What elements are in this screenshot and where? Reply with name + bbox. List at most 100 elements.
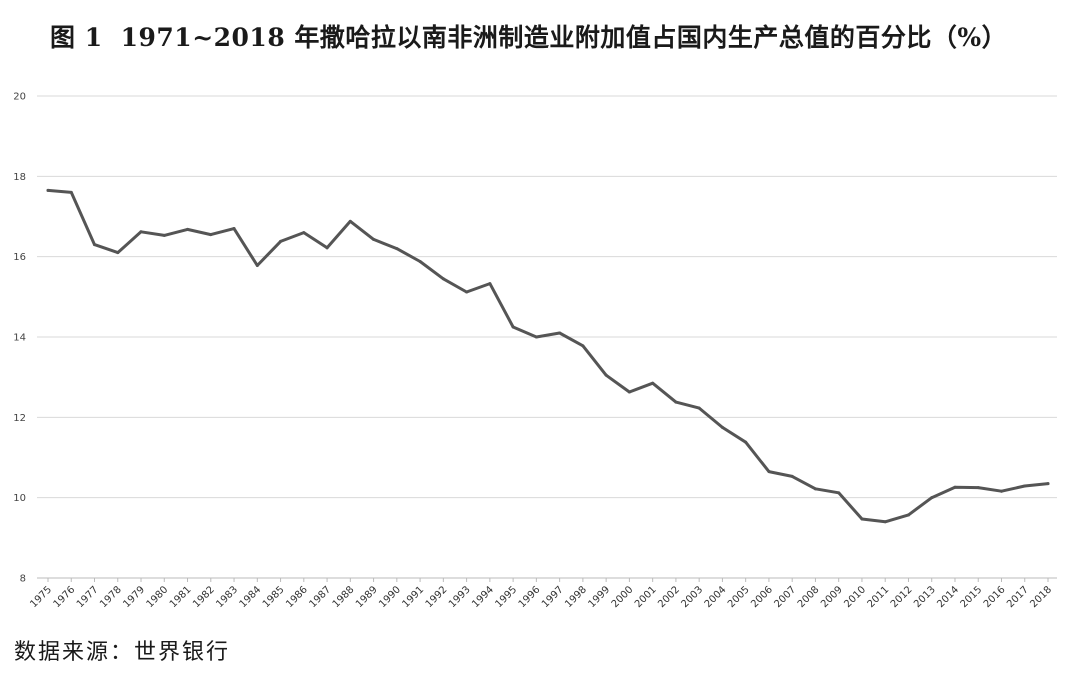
x-tick-label: 1982	[191, 584, 217, 610]
x-tick-label: 2002	[656, 584, 682, 610]
data-point	[790, 474, 794, 478]
x-tick-label: 1994	[470, 584, 496, 610]
data-point	[69, 190, 73, 194]
data-point	[1023, 484, 1027, 488]
x-tick-label: 1975	[28, 584, 54, 610]
x-tick-label: 1988	[331, 584, 357, 610]
data-point	[930, 496, 934, 500]
x-tick-label: 1998	[563, 584, 589, 610]
x-tick-label: 1997	[540, 584, 566, 610]
chart-title: 图 1 1971~2018 年撒哈拉以南非洲制造业附加值占国内生产总值的百分比（%…	[50, 18, 1070, 54]
x-tick-label: 2000	[610, 584, 636, 610]
x-tick-label: 2018	[1028, 584, 1054, 610]
data-point	[372, 237, 376, 241]
data-point	[604, 373, 608, 377]
data-point	[976, 486, 980, 490]
x-tick-label: 1995	[493, 584, 519, 610]
data-point	[837, 491, 841, 495]
data-point	[279, 239, 283, 243]
x-tick-label: 2012	[889, 584, 915, 610]
x-tick-label: 1979	[121, 584, 147, 610]
data-point	[1046, 482, 1050, 486]
x-tick-label: 1980	[145, 584, 171, 610]
data-point	[511, 325, 515, 329]
x-tick-label: 1985	[261, 584, 287, 610]
series-line	[46, 188, 1050, 524]
x-tick-label: 2013	[912, 584, 938, 610]
x-tick-label: 1989	[354, 584, 380, 610]
x-tick-label: 1978	[98, 584, 124, 610]
data-point	[395, 247, 399, 251]
title-text: 1971~2018 年撒哈拉以南非洲制造业附加值占国内生产总值的百分比（%）	[120, 23, 1008, 52]
y-tick-label: 16	[13, 252, 26, 263]
figure-label: 图 1	[50, 23, 103, 52]
x-tick-label: 1983	[214, 584, 240, 610]
x-tick-label: 2005	[726, 584, 752, 610]
y-tick-label: 14	[13, 333, 26, 344]
data-point	[744, 440, 748, 444]
series-polyline	[46, 188, 1050, 524]
x-tick-label: 2015	[959, 584, 985, 610]
data-point	[860, 517, 864, 521]
y-tick-label: 20	[13, 92, 26, 103]
x-tick-label: 2011	[866, 584, 892, 610]
data-point	[302, 231, 306, 235]
data-point	[46, 188, 50, 192]
y-tick-label: 18	[13, 172, 26, 183]
x-tick-label: 1986	[284, 584, 310, 610]
line-chart: 8 10 12 14 16 18 20 19751976197719781979198019…	[13, 92, 1057, 610]
data-point	[186, 227, 190, 231]
data-point	[697, 406, 701, 410]
x-tick-label: 1992	[424, 584, 450, 610]
data-point	[720, 425, 724, 429]
x-tick-label: 1991	[400, 584, 426, 610]
data-point	[558, 331, 562, 335]
data-point	[162, 233, 166, 237]
x-tick-label: 1984	[238, 584, 264, 610]
data-point	[116, 251, 120, 255]
data-point	[209, 233, 213, 237]
x-tick-label: 1993	[447, 584, 473, 610]
data-point	[999, 489, 1003, 493]
x-tick-label: 2004	[703, 584, 729, 610]
data-point	[813, 487, 817, 491]
data-point	[93, 243, 97, 247]
y-axis-ticks: 8 10 12 14 16 18 20	[13, 92, 26, 585]
data-point	[325, 246, 329, 250]
x-tick-label: 2003	[680, 584, 706, 610]
x-tick-label: 2016	[982, 584, 1008, 610]
x-tick-label: 1990	[377, 584, 403, 610]
x-tick-label: 1996	[517, 584, 543, 610]
data-point	[767, 470, 771, 474]
data-point	[534, 335, 538, 339]
data-point	[232, 227, 236, 231]
data-point	[581, 344, 585, 348]
x-tick-label: 2006	[749, 584, 775, 610]
data-point	[465, 290, 469, 294]
data-point	[906, 513, 910, 517]
x-tick-label: 1999	[586, 584, 612, 610]
x-tick-label: 2001	[633, 584, 659, 610]
y-tick-label: 10	[13, 493, 26, 504]
x-tick-label: 1987	[307, 584, 333, 610]
data-point	[953, 485, 957, 489]
x-axis-ticks: 1975197619771978197919801981198219831984…	[28, 578, 1054, 610]
x-tick-label: 2014	[935, 584, 961, 610]
y-tick-label: 8	[20, 574, 26, 585]
data-point	[255, 264, 259, 268]
x-tick-label: 2009	[819, 584, 845, 610]
data-point	[441, 277, 445, 281]
data-source-note: 数据来源：世界银行	[14, 640, 231, 665]
data-point	[488, 282, 492, 286]
y-tick-label: 12	[13, 413, 26, 424]
data-point	[418, 259, 422, 263]
gridlines	[37, 95, 1057, 579]
data-point	[348, 219, 352, 223]
x-tick-label: 2007	[773, 584, 799, 610]
data-point	[627, 390, 631, 394]
x-tick-label: 2010	[842, 584, 868, 610]
x-tick-label: 1981	[168, 584, 194, 610]
x-tick-label: 2008	[796, 584, 822, 610]
data-point	[883, 520, 887, 524]
data-point	[674, 400, 678, 404]
